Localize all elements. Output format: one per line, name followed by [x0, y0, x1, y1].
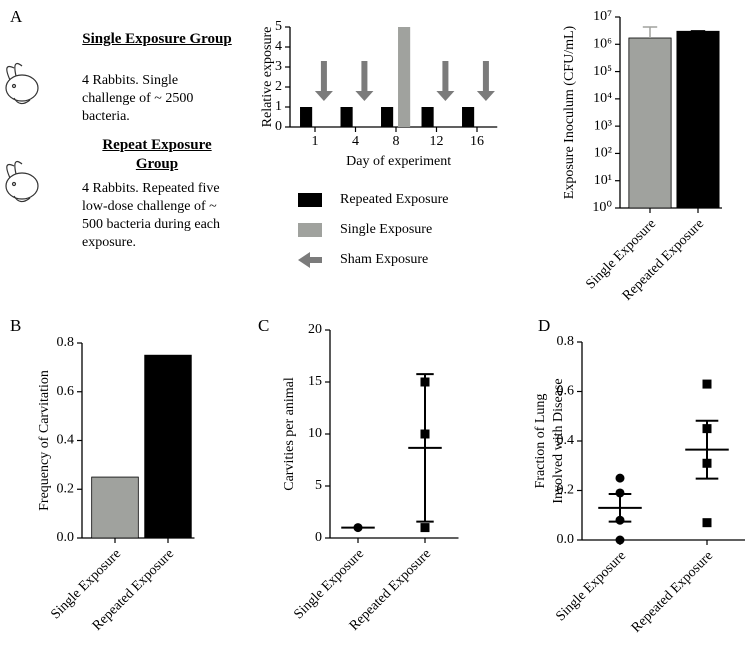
y-tick-label: 0.4: [57, 433, 75, 448]
x-tick-label: 8: [393, 134, 400, 149]
bar: [91, 476, 139, 539]
panel-label: B: [10, 316, 21, 335]
y-axis-label: Involved with Disease: [551, 378, 566, 503]
bar: [421, 107, 434, 127]
panel-label: C: [258, 316, 269, 335]
x-axis-label: Day of experiment: [346, 154, 451, 169]
data-point: [702, 379, 712, 389]
x-tick-label: Repeated Exposure: [620, 216, 707, 303]
y-tick-label: 10¹: [594, 173, 612, 188]
data-point: [702, 518, 712, 528]
y-tick-label: 0.4: [557, 433, 575, 448]
y-tick-label: 1: [275, 99, 282, 114]
y-tick-label: 0.6: [557, 384, 575, 399]
y-tick-label: 0.8: [557, 334, 575, 349]
y-tick-label: 0.6: [57, 384, 75, 399]
x-tick-label: Repeated Exposure: [629, 548, 716, 635]
error-bar: [416, 373, 434, 523]
x-tick-label: Single Exposure: [553, 548, 629, 624]
x-tick-label: 1: [312, 134, 319, 149]
legend-marker: [298, 193, 322, 207]
sham-arrow: [355, 61, 374, 101]
rabbit-icon: [5, 161, 39, 203]
y-tick-label: 0.2: [557, 483, 575, 498]
x-tick-label: Single Exposure: [291, 546, 367, 622]
error-bar: [608, 492, 632, 523]
y-tick-label: 0: [315, 530, 322, 545]
bar: [462, 107, 475, 127]
y-tick-label: 10³: [594, 118, 612, 133]
y-tick-label: 10⁷: [593, 9, 612, 24]
y-tick-label: 5: [315, 478, 322, 493]
rabbit-icon: [5, 63, 39, 105]
bar: [398, 27, 411, 127]
x-tick-label: 16: [470, 134, 484, 149]
legend-marker: [298, 252, 322, 268]
y-tick-label: 0.8: [57, 335, 75, 350]
y-tick-label: 0: [275, 119, 282, 134]
y-tick-label: 0.2: [57, 481, 75, 496]
y-axis-label: Carvities per animal: [282, 377, 297, 491]
y-tick-label: 3: [275, 59, 282, 74]
panel-label: A: [10, 7, 23, 26]
group-title: Single Exposure Group: [82, 31, 232, 47]
y-axis-label: Frequency of Carvitation: [37, 370, 52, 511]
bar: [381, 107, 394, 127]
legend-label: Sham Exposure: [340, 252, 428, 267]
group-title: Repeat Exposure Group: [102, 137, 212, 172]
sham-arrow: [476, 61, 495, 101]
y-tick-label: 10⁵: [593, 64, 612, 79]
bar: [300, 107, 313, 127]
legend-label: Repeated Exposure: [340, 192, 448, 207]
sham-arrow: [436, 61, 455, 101]
panel-label: D: [538, 316, 550, 335]
legend-label: Single Exposure: [340, 222, 432, 237]
group-text: 4 Rabbits. Single challenge of ~ 2500 ba…: [82, 73, 194, 124]
x-tick-label: 4: [352, 134, 359, 149]
bar: [628, 37, 672, 209]
y-axis-label: Exposure Inoculum (CFU/mL): [562, 25, 577, 199]
data-point: [615, 535, 625, 545]
error-bar: [695, 419, 719, 480]
y-tick-label: 5: [275, 19, 282, 34]
y-tick-label: 15: [308, 374, 322, 389]
sham-arrow: [314, 61, 333, 101]
y-tick-label: 10⁶: [593, 37, 612, 52]
y-tick-label: 0.0: [557, 532, 575, 547]
data-point: [615, 473, 625, 483]
group-text: 4 Rabbits. Repeated five low-dose challe…: [82, 181, 220, 250]
bar: [676, 30, 720, 209]
data-point: [420, 523, 430, 533]
bar: [340, 107, 353, 127]
legend-marker: [298, 223, 322, 237]
y-tick-label: 10²: [594, 146, 612, 161]
y-tick-label: 4: [275, 39, 282, 54]
y-tick-label: 20: [308, 322, 322, 337]
y-tick-label: 10⁰: [592, 200, 612, 215]
y-tick-label: 10: [308, 426, 322, 441]
bar: [144, 354, 192, 539]
error-bar: [642, 26, 658, 38]
y-tick-label: 0.0: [57, 530, 75, 545]
y-tick-label: 10⁴: [593, 91, 612, 106]
y-tick-label: 2: [275, 79, 282, 94]
y-axis-label: Relative exposure: [260, 27, 275, 128]
y-axis-label: Fraction of Lung: [533, 394, 548, 489]
x-tick-label: 12: [430, 134, 444, 149]
